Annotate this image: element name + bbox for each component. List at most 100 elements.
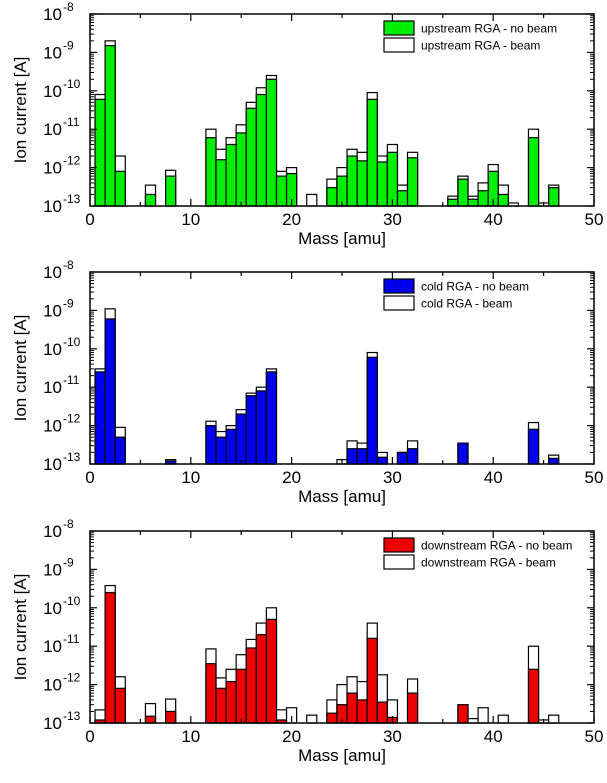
cold-x-tick-label: 0 — [85, 468, 94, 487]
cold-y-tick-label: 10 — [43, 417, 62, 436]
downstream-x-tick-label: 30 — [383, 727, 402, 746]
cold-plot-frame — [89, 271, 595, 465]
upstream-no-beam-bar — [94, 98, 106, 207]
downstream-y-tick-exponent: -12 — [63, 671, 81, 685]
downstream-x-tick-label: 0 — [85, 727, 94, 746]
upstream-no-beam-bar — [396, 190, 409, 207]
downstream-legend-swatch — [383, 537, 415, 553]
cold-legend-label: cold RGA - no beam — [421, 280, 529, 294]
upstream-no-beam-bar — [366, 98, 378, 207]
downstream-no-beam-bar — [104, 591, 116, 724]
upstream-no-beam-bar — [447, 198, 459, 207]
cold-y-axis-label: Ion current [A] — [11, 315, 30, 422]
cold-no-beam-bar — [215, 436, 227, 465]
upstream-y-tick-exponent: -13 — [63, 192, 81, 206]
upstream-no-beam-bar — [457, 178, 469, 207]
upstream-x-tick-label: 50 — [585, 210, 604, 229]
cold-x-tick-label: 10 — [181, 468, 200, 487]
cold-no-beam-bar — [265, 371, 278, 465]
cold-y-tick-exponent: -11 — [63, 373, 80, 387]
cold-no-beam-bar — [104, 318, 116, 465]
upstream-legend: upstream RGA - no beam upstream RGA - bea… — [383, 20, 557, 53]
cold-y-tick-label: 10 — [43, 455, 62, 474]
cold-no-beam-bar — [94, 371, 106, 465]
upstream-y-tick-exponent: -10 — [63, 77, 81, 91]
upstream-no-beam-bar — [165, 175, 177, 207]
upstream-no-beam-bar — [467, 198, 479, 207]
downstream-y-tick-label: 10 — [43, 599, 62, 618]
downstream-beam-bar — [477, 707, 489, 724]
upstream-y-tick-label: 10 — [43, 197, 62, 216]
downstream-no-beam-bar — [165, 710, 177, 724]
cold-no-beam-bar — [527, 428, 540, 465]
cold-y-tick-label: 10 — [43, 378, 62, 397]
downstream-legend-label: downstream RGA - no beam — [421, 539, 572, 553]
cold-x-tick-label: 20 — [282, 468, 301, 487]
downstream-x-axis-label: Mass [amu] — [298, 746, 386, 765]
upstream-y-tick-exponent: -12 — [63, 154, 81, 168]
downstream-no-beam-bar — [376, 701, 388, 724]
upstream-no-beam-bar — [406, 157, 419, 207]
downstream-y-tick-exponent: -11 — [63, 632, 80, 646]
upstream-no-beam-bar — [255, 93, 268, 207]
upstream-legend-label: upstream RGA - beam — [421, 39, 540, 53]
upstream-no-beam-bar — [205, 137, 217, 207]
upstream-no-beam-bar — [527, 137, 540, 207]
downstream-no-beam-bar — [346, 692, 358, 724]
cold-no-beam-bar — [245, 395, 257, 465]
upstream-no-beam-bar — [497, 193, 509, 207]
upstream-y-tick-label: 10 — [43, 43, 62, 62]
cold-no-beam-bar — [376, 456, 388, 465]
upstream-no-beam-bar — [265, 78, 278, 207]
cold-x-tick-label: 50 — [585, 468, 604, 487]
downstream-y-axis-label: Ion current [A] — [11, 574, 30, 681]
downstream-x-tick-label: 50 — [585, 727, 604, 746]
downstream-no-beam-bar — [235, 668, 247, 724]
downstream-y-tick-label: 10 — [43, 637, 62, 656]
upstream-y-tick-exponent: -9 — [63, 38, 74, 52]
upstream-no-beam-bar — [245, 107, 257, 207]
upstream-no-beam-bar — [215, 159, 227, 207]
cold-y-tick-exponent: -12 — [63, 412, 81, 426]
downstream-y-tick-label: 10 — [43, 560, 62, 579]
cold-no-beam-bar — [225, 428, 237, 465]
cold-y-tick-exponent: -10 — [63, 335, 81, 349]
downstream-no-beam-bar — [215, 687, 227, 724]
cold-y-tick-exponent: -8 — [63, 258, 74, 272]
upstream-x-tick-label: 20 — [282, 210, 301, 229]
upstream-x-axis-label: Mass [amu] — [298, 229, 386, 248]
upstream-no-beam-bar — [386, 151, 399, 207]
downstream-no-beam-bar — [366, 637, 378, 724]
cold-y-tick-label: 10 — [43, 263, 62, 282]
downstream-y-tick-exponent: -9 — [63, 555, 74, 569]
upstream-no-beam-bar — [326, 187, 338, 207]
cold-legend-label: cold RGA - beam — [421, 297, 512, 311]
downstream-y-tick-exponent: -10 — [63, 594, 81, 608]
upstream-y-tick-label: 10 — [43, 159, 62, 178]
downstream-no-beam-bar — [326, 712, 338, 724]
cold-legend: cold RGA - no beam cold RGA - beam — [383, 278, 529, 311]
downstream-no-beam-bar — [457, 704, 469, 724]
upstream-no-beam-bar — [376, 161, 388, 207]
upstream-legend-label: upstream RGA - no beam — [421, 22, 557, 36]
upstream-y-axis-label: Ion current [A] — [11, 57, 30, 164]
cold-legend-swatch — [383, 278, 415, 294]
downstream-y-tick-label: 10 — [43, 522, 62, 541]
downstream-no-beam-bar — [356, 699, 368, 724]
downstream-legend-swatch — [383, 554, 415, 570]
cold-y-tick-label: 10 — [43, 340, 62, 359]
cold-no-beam-bar — [114, 436, 126, 465]
downstream-no-beam-bar — [265, 618, 278, 724]
upstream-no-beam-bar — [356, 160, 368, 207]
upstream-no-beam-bar — [235, 132, 247, 207]
cold-y-tick-exponent: -13 — [63, 450, 81, 464]
upstream-no-beam-bar — [336, 175, 348, 207]
upstream-no-beam-bar — [346, 155, 358, 207]
upstream-no-beam-bar — [144, 193, 157, 207]
downstream-x-tick-label: 40 — [484, 727, 503, 746]
cold-legend-swatch — [383, 295, 415, 311]
